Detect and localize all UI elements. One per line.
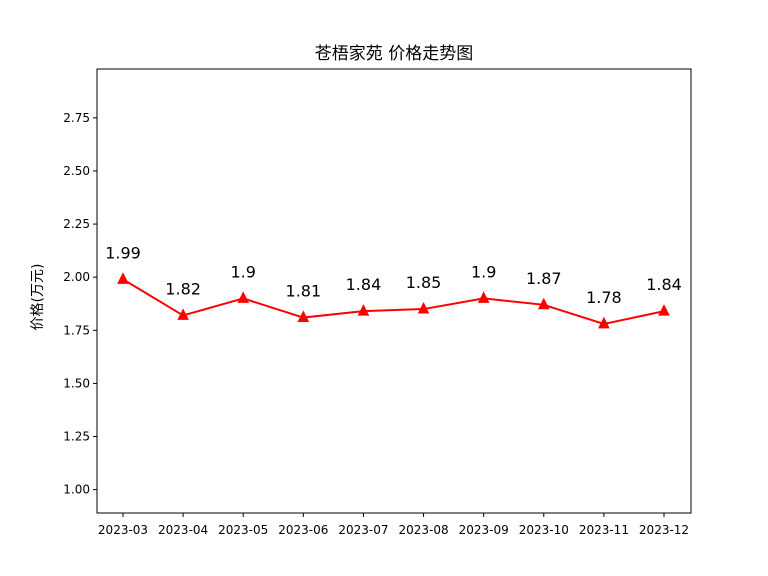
data-label: 1.81 (286, 282, 322, 301)
data-label: 1.87 (526, 269, 562, 288)
data-label: 1.85 (406, 273, 442, 292)
y-tick-label: 2.75 (63, 111, 90, 125)
data-label: 1.78 (586, 288, 622, 307)
y-tick-label: 1.50 (63, 376, 90, 390)
data-point-marker (237, 291, 250, 303)
data-point-marker (117, 272, 129, 284)
y-tick-label: 1.00 (63, 483, 90, 497)
x-tick-label: 2023-07 (338, 523, 388, 537)
x-tick-label: 2023-09 (459, 523, 509, 537)
data-label: 1.9 (230, 262, 255, 281)
x-tick-label: 2023-11 (579, 523, 629, 537)
x-tick-label: 2023-06 (278, 523, 328, 537)
data-label: 1.9 (471, 262, 496, 281)
data-point-marker (598, 316, 610, 329)
y-tick-label: 1.75 (63, 323, 90, 337)
y-tick-label: 2.25 (63, 217, 90, 231)
y-tick-label: 1.25 (63, 430, 90, 444)
y-axis-label: 价格(万元) (30, 264, 46, 331)
x-tick-label: 2023-04 (158, 523, 208, 537)
data-label: 1.99 (105, 243, 141, 262)
y-tick-label: 2.50 (63, 164, 90, 178)
x-tick-label: 2023-12 (639, 523, 689, 537)
x-tick-label: 2023-08 (398, 523, 448, 537)
x-tick-label: 2023-03 (98, 523, 148, 537)
x-tick-label: 2023-10 (519, 523, 569, 537)
data-point-marker (658, 304, 670, 316)
data-label: 1.82 (165, 279, 201, 298)
chart-title: 苍梧家苑 价格走势图 (315, 44, 473, 64)
data-point-marker (537, 297, 550, 310)
data-point-marker (477, 291, 490, 303)
data-point-marker (357, 304, 370, 316)
x-tick-label: 2023-05 (218, 523, 268, 537)
plot-area: 1.00 1.25 1.50 1.75 2.00 2.25 2.50 2.75 2023-03 2… (63, 111, 689, 537)
data-point-marker (177, 308, 189, 320)
data-label: 1.84 (646, 275, 682, 294)
plot-frame (96, 68, 692, 514)
data-point-marker (297, 310, 310, 323)
data-label: 1.84 (346, 275, 382, 294)
series-line (122, 278, 665, 325)
y-tick-label: 2.00 (63, 270, 90, 284)
data-point-marker (417, 301, 430, 314)
